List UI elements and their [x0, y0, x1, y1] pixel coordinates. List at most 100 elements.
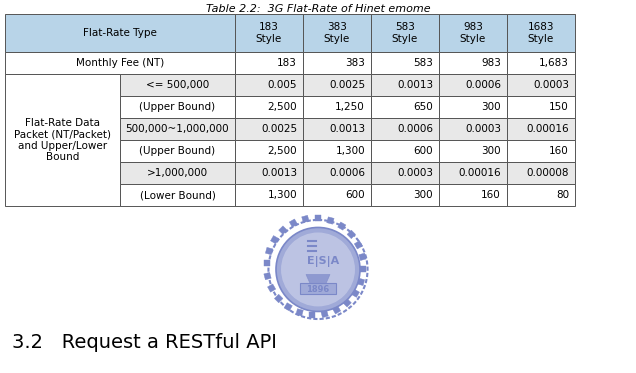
Text: 160: 160	[550, 146, 569, 156]
Bar	[235, 162, 303, 184]
Bar	[507, 140, 575, 162]
Bar	[371, 74, 439, 96]
Bar	[268, 284, 276, 292]
Bar	[235, 140, 303, 162]
Text: 500,000~1,000,000: 500,000~1,000,000	[126, 124, 230, 134]
Text: (Upper Bound): (Upper Bound)	[139, 102, 216, 112]
Text: >1,000,000: >1,000,000	[147, 168, 208, 178]
Bar	[289, 219, 298, 227]
Circle shape	[281, 232, 355, 307]
Text: 0.00008: 0.00008	[527, 168, 569, 178]
Text: 300: 300	[413, 190, 433, 200]
Text: 0.0003: 0.0003	[465, 124, 501, 134]
Bar	[303, 140, 371, 162]
Text: Flat-Rate Data
Packet (NT/Packet)
and Upper/Lower
Bound: Flat-Rate Data Packet (NT/Packet) and Up…	[14, 117, 111, 162]
Bar	[327, 217, 334, 224]
Bar	[507, 52, 575, 74]
Text: 983: 983	[481, 58, 501, 68]
Bar	[235, 184, 303, 206]
Text: 0.0006: 0.0006	[465, 80, 501, 90]
Bar	[507, 162, 575, 184]
Bar	[303, 162, 371, 184]
Bar	[303, 118, 371, 140]
Text: 383: 383	[345, 58, 365, 68]
Bar	[270, 236, 279, 244]
Text: 0.0013: 0.0013	[329, 124, 365, 134]
Bar	[439, 162, 507, 184]
Text: 0.0006: 0.0006	[397, 124, 433, 134]
Bar	[357, 278, 364, 286]
Bar	[371, 52, 439, 74]
Bar	[347, 230, 356, 239]
Text: 1,250: 1,250	[335, 102, 365, 112]
Bar	[235, 14, 303, 52]
Bar	[351, 289, 359, 297]
Text: 600: 600	[345, 190, 365, 200]
Text: 0.0013: 0.0013	[261, 168, 297, 178]
Text: 1,300: 1,300	[267, 190, 297, 200]
Bar	[300, 283, 336, 294]
Text: 3.2   Request a RESTful API: 3.2 Request a RESTful API	[12, 333, 277, 352]
Text: 183
Style: 183 Style	[256, 22, 282, 44]
Text: 0.0025: 0.0025	[329, 80, 365, 90]
Bar	[507, 96, 575, 118]
Bar	[264, 272, 271, 280]
Bar	[264, 260, 270, 266]
Bar	[507, 14, 575, 52]
Bar	[265, 247, 273, 255]
Text: 2,500: 2,500	[267, 102, 297, 112]
Bar	[343, 298, 351, 307]
Text: Monthly Fee (NT): Monthly Fee (NT)	[76, 58, 164, 68]
Bar	[371, 140, 439, 162]
Bar	[120, 140, 235, 162]
Bar	[361, 266, 366, 272]
Bar	[359, 253, 366, 260]
Text: 0.0025: 0.0025	[261, 124, 297, 134]
Text: 600: 600	[413, 146, 433, 156]
Bar	[439, 14, 507, 52]
Bar	[5, 74, 120, 206]
Bar	[235, 52, 303, 74]
Bar	[439, 184, 507, 206]
Text: (Upper Bound): (Upper Bound)	[139, 146, 216, 156]
Bar	[235, 74, 303, 96]
Bar	[120, 96, 235, 118]
Text: Table 2.2:  3G Flat-Rate of Hinet emome: Table 2.2: 3G Flat-Rate of Hinet emome	[205, 4, 431, 14]
Bar	[354, 241, 363, 249]
Bar	[439, 96, 507, 118]
Text: 0.00016: 0.00016	[459, 168, 501, 178]
Bar	[439, 140, 507, 162]
Bar	[371, 184, 439, 206]
Bar	[5, 52, 235, 74]
Bar	[120, 162, 235, 184]
Text: 583: 583	[413, 58, 433, 68]
Text: 1896: 1896	[307, 285, 329, 294]
Bar	[303, 74, 371, 96]
Circle shape	[276, 228, 360, 311]
Bar	[235, 118, 303, 140]
Bar	[371, 162, 439, 184]
Bar	[439, 118, 507, 140]
Text: 300: 300	[481, 146, 501, 156]
Bar	[303, 96, 371, 118]
Text: 650: 650	[413, 102, 433, 112]
Text: 2,500: 2,500	[267, 146, 297, 156]
Text: 383
Style: 383 Style	[324, 22, 350, 44]
Text: 983
Style: 983 Style	[460, 22, 486, 44]
Text: 0.0003: 0.0003	[397, 168, 433, 178]
Text: 183: 183	[277, 58, 297, 68]
Text: 1,300: 1,300	[335, 146, 365, 156]
Text: Flat-Rate Type: Flat-Rate Type	[83, 28, 157, 38]
Bar	[120, 74, 235, 96]
Text: <= 500,000: <= 500,000	[146, 80, 209, 90]
Bar	[301, 215, 309, 223]
Text: 0.0006: 0.0006	[329, 168, 365, 178]
Text: E|S|A: E|S|A	[307, 256, 339, 267]
Bar	[439, 52, 507, 74]
Polygon shape	[306, 275, 330, 283]
Text: 0.005: 0.005	[268, 80, 297, 90]
Text: 0.0013: 0.0013	[397, 80, 433, 90]
Bar	[275, 294, 283, 303]
Bar	[284, 303, 293, 311]
Bar	[439, 74, 507, 96]
